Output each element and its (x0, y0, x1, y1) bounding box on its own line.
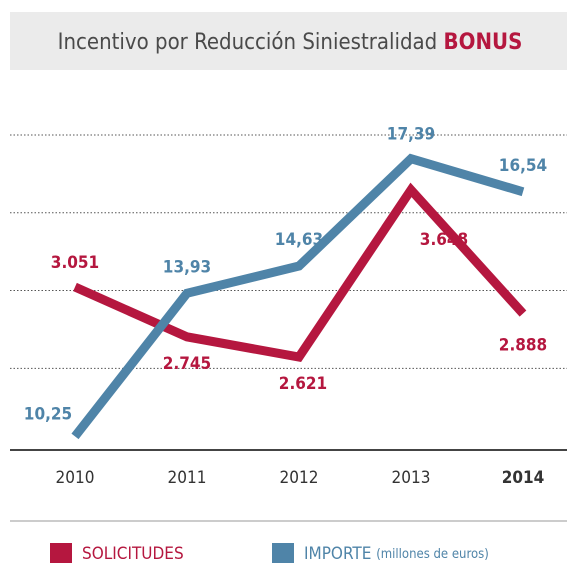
data-label: 2.621 (279, 374, 327, 394)
legend-name: SOLICITUDES (82, 544, 184, 564)
data-label: 13,93 (163, 257, 211, 277)
legend-name: IMPORTE (304, 544, 371, 564)
legend-swatch (272, 543, 294, 563)
data-label: 3.051 (51, 253, 99, 273)
data-label: 2.745 (163, 354, 211, 374)
legend-label: SOLICITUDES (82, 544, 184, 564)
series-line (71, 153, 525, 440)
data-label: 10,25 (24, 404, 72, 424)
data-label: 3.648 (420, 230, 468, 250)
x-tick-label: 2012 (280, 468, 319, 488)
title-emphasis: BONUS (444, 30, 523, 55)
data-label: 17,39 (387, 125, 435, 145)
x-tick-label: 2010 (56, 468, 95, 488)
title-bar (10, 12, 567, 70)
series-line (73, 182, 527, 362)
legend: SOLICITUDES IMPORTE (millones de euros) (50, 543, 489, 564)
chart-title: Incentivo por Reducción Siniestralidad B… (58, 30, 523, 55)
title-main: Incentivo por Reducción Siniestralidad (58, 30, 438, 55)
legend-swatch (50, 543, 72, 563)
data-label: 2.888 (499, 336, 547, 356)
x-tick-label: 2011 (168, 468, 207, 488)
legend-note: (millones de euros) (376, 547, 489, 562)
data-label: 16,54 (499, 156, 547, 176)
data-label: 14,63 (275, 230, 323, 250)
x-tick-label: 2013 (392, 468, 431, 488)
legend-label: IMPORTE (millones de euros) (304, 544, 489, 564)
x-tick-label: 2014 (502, 468, 545, 488)
